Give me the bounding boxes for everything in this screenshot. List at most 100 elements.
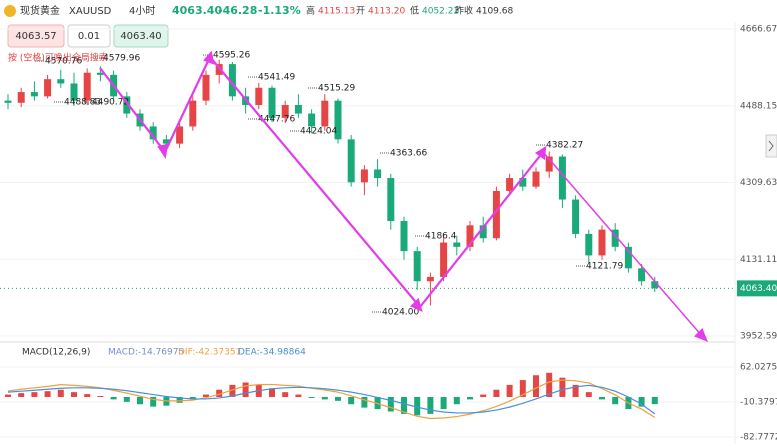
qty: 0.01: [78, 31, 100, 42]
macd-bar: [229, 384, 236, 397]
macd-bar: [572, 384, 579, 397]
macd-bar: [612, 396, 619, 405]
candle-body: [638, 268, 646, 282]
candle-body: [281, 104, 289, 118]
macd-bar: [440, 396, 447, 410]
symbol: XAUUSD: [69, 6, 112, 17]
annotation: 4424.04: [300, 127, 337, 137]
macd-bar: [31, 392, 38, 397]
candle-body: [83, 72, 91, 101]
buy-button[interactable]: [113, 24, 169, 48]
macd-bar: [533, 375, 539, 397]
qty-input[interactable]: [67, 24, 111, 48]
macd-title: MACD(12,26,9): [22, 348, 90, 358]
candle-body: [611, 229, 619, 247]
macd-bar: [546, 372, 553, 397]
annotation: 4595.26: [213, 51, 250, 61]
candle-body: [400, 221, 408, 252]
macd-bar: [216, 389, 223, 397]
candle-body: [123, 96, 131, 114]
open: 4113.20: [368, 7, 405, 17]
candle-body: [70, 83, 78, 101]
candle-body: [479, 225, 487, 239]
macd-bar: [321, 396, 328, 400]
low-label: 低: [410, 5, 419, 17]
candle-body: [360, 169, 368, 183]
macd-bar: [295, 394, 302, 397]
annotation: 4515.29: [318, 84, 355, 94]
y-tick-label: 4131.11: [740, 255, 777, 265]
y-tick-label: 4309.63: [740, 178, 777, 188]
instrument-name[interactable]: 现货黄金: [20, 4, 60, 17]
candle-body: [162, 139, 170, 144]
candle-body: [545, 156, 553, 172]
candle-body: [30, 92, 38, 97]
candle-body: [506, 178, 514, 191]
candle-body: [17, 92, 25, 103]
macd-bar: [401, 396, 407, 414]
macd-bar: [269, 388, 275, 397]
candle-body: [149, 126, 157, 140]
annotation: 4579.96: [103, 54, 140, 64]
macd-bar: [176, 396, 183, 403]
macd-bar: [493, 389, 500, 397]
side-toggle[interactable]: [765, 134, 777, 158]
macd-bar: [5, 394, 11, 397]
candle-body: [387, 178, 395, 222]
candle-body: [334, 100, 342, 140]
macd-bar: [506, 384, 513, 397]
candle-body: [426, 276, 434, 282]
macd-bar: [189, 396, 196, 400]
candle-body: [44, 79, 52, 97]
macd-bar: [18, 393, 25, 397]
candle-body: [572, 199, 580, 234]
high: 4115.13: [318, 7, 355, 17]
sell-button[interactable]: [7, 24, 65, 48]
macd-bar: [84, 394, 91, 397]
annotation: 4024.00: [382, 308, 419, 318]
candle-body: [558, 156, 566, 200]
sell-price: 4063.57: [15, 31, 56, 42]
annotation: 4186.4: [425, 232, 457, 242]
candle-body: [374, 169, 382, 179]
macd-bar: [387, 396, 394, 412]
candle-body: [492, 190, 500, 239]
macd-bar: [123, 396, 130, 402]
annotation: 4447.76: [258, 115, 295, 125]
macd-bar: [282, 392, 289, 397]
candle-body: [519, 178, 527, 187]
macd-bar: [44, 391, 51, 397]
candle-body: [4, 100, 12, 103]
period[interactable]: 4小时: [129, 5, 155, 17]
macd-bar: [110, 396, 117, 400]
y-tick-label: 3952.59: [740, 332, 777, 342]
candle-body: [308, 113, 316, 127]
candle-body: [202, 74, 210, 101]
annotation: 4570.76: [45, 57, 82, 67]
macd-bar: [559, 377, 566, 397]
macd-bar: [97, 396, 104, 397]
high-label: 高: [306, 5, 315, 17]
candle-body: [176, 126, 184, 144]
change-pct: -1.13%: [258, 4, 301, 17]
annotation: 4363.66: [390, 149, 427, 159]
candle-body: [321, 100, 329, 127]
macd-bar: [361, 396, 368, 408]
low: 4052.22: [422, 7, 459, 17]
macd-bar: [348, 396, 355, 405]
side-toggle-icon: [768, 140, 774, 152]
candle-body: [585, 233, 593, 256]
annotation: 4541.49: [258, 73, 295, 83]
macd-bar: [150, 396, 157, 407]
y-tick-label: -82.77724: [740, 433, 777, 443]
prev-label: 昨收: [455, 5, 473, 17]
macd-bar: [308, 396, 315, 398]
macd-bar: [242, 382, 249, 397]
y-tick-label: 4488.15: [740, 101, 777, 111]
candle-body: [532, 171, 540, 187]
change: -46.28: [218, 4, 257, 17]
macd-bar: [585, 392, 592, 397]
last-price: 4063.40: [172, 4, 222, 17]
dif-value: DIF:-42.37351: [178, 348, 241, 358]
